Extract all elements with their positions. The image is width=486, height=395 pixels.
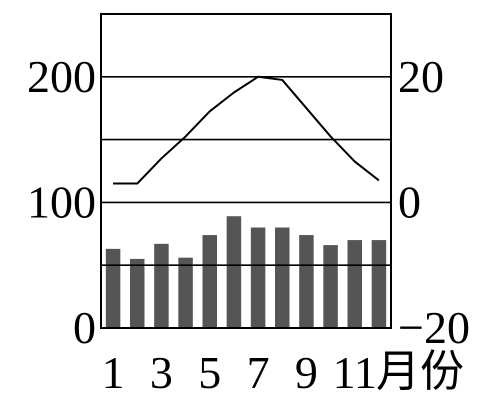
- line-series: [113, 75, 380, 185]
- right-tick-label: −20: [398, 302, 470, 353]
- x-tick-label: 11: [333, 347, 377, 395]
- left-tick-label: 0: [73, 302, 96, 353]
- x-tick-label: 5: [198, 347, 221, 395]
- bar-month-12: [371, 240, 387, 328]
- bar-month-6: [226, 216, 242, 328]
- bar-month-3: [154, 243, 169, 328]
- right-tick-label: 20: [398, 51, 444, 102]
- left-tick-label: 100: [27, 176, 96, 227]
- bar-month-10: [323, 245, 338, 328]
- bar-month-8: [275, 227, 290, 328]
- x-axis-label: 月份: [376, 346, 464, 395]
- bar-month-5: [202, 235, 217, 328]
- left-tick-label: 200: [27, 51, 96, 102]
- x-tick-label: 7: [247, 347, 270, 395]
- bar-month-2: [130, 258, 145, 328]
- plot-frame: [100, 13, 392, 329]
- bar-month-1: [105, 248, 121, 328]
- bar-month-4: [178, 257, 193, 328]
- bar-month-9: [299, 235, 314, 328]
- x-tick-label: 9: [295, 347, 318, 395]
- bar-month-7: [250, 227, 266, 328]
- x-tick-label: 1: [102, 347, 125, 395]
- right-tick-label: 0: [398, 176, 421, 227]
- x-tick-label: 3: [150, 347, 173, 395]
- bar-month-11: [347, 240, 362, 328]
